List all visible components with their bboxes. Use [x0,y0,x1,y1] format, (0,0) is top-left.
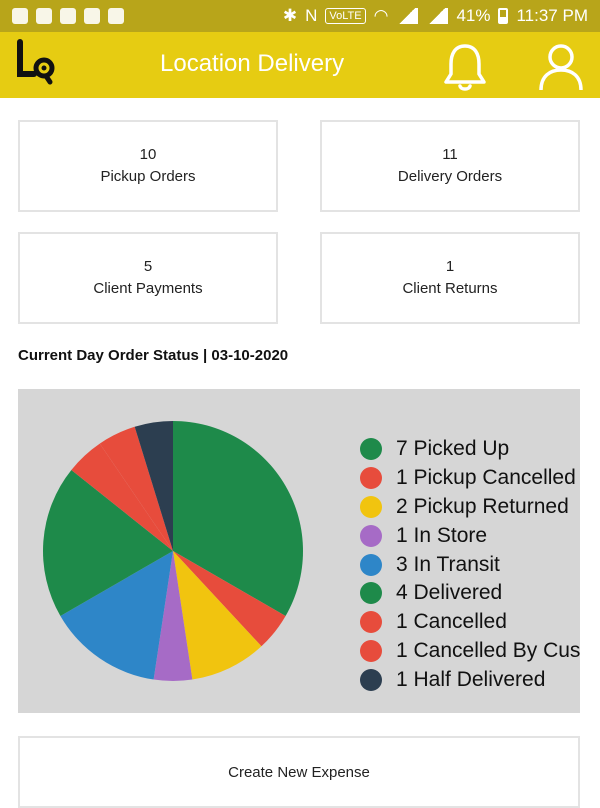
android-icon [108,8,124,24]
legend-swatch [360,495,382,518]
legend-swatch [360,639,382,662]
legend-label: 1 In Store [396,523,488,547]
legend-item: 4 Delivered [360,579,580,608]
page-title: Location Delivery [160,50,345,77]
client-payments-count: 5 [143,258,153,275]
system-status: ✱ N VoLTE ◠ 41% 11:37 PM [283,6,588,26]
app-notification-icon [36,8,52,24]
pie-slice-8 [99,426,173,551]
legend-label: 4 Delivered [396,581,503,605]
pie-slice-5 [60,551,173,680]
client-returns-card[interactable]: 1 Client Returns [320,232,580,324]
client-returns-count: 1 [445,258,455,275]
legend-swatch [360,467,382,490]
client-payments-label: Client Payments [93,280,203,297]
legend-swatch [360,582,382,605]
clock: 11:37 PM [516,6,588,25]
pickup-orders-card[interactable]: 10 Pickup Orders [18,120,278,212]
user-icon[interactable] [536,40,586,94]
battery-icon [498,8,509,24]
pie-slice-7 [71,443,173,551]
legend-item: 1 Half Delivered [360,665,580,694]
legend-label: 1 Half Delivered [396,667,546,691]
legend-label: 2 Pickup Returned [396,494,569,518]
legend-item: 2 Pickup Returned [360,493,580,522]
legend-item: 1 In Store [360,521,580,550]
legend-label: 1 Pickup Cancelled [396,466,576,490]
signal-icon [396,8,419,24]
legend-label: 1 Cancelled By Customer [396,638,580,662]
usb-icon [60,8,76,24]
pie-chart [43,421,303,681]
pickup-orders-label: Pickup Orders [100,168,196,185]
legend-item: 7 Picked Up [360,435,580,464]
status-bar: ✱ N VoLTE ◠ 41% 11:37 PM [0,0,600,32]
create-expense-button[interactable]: Create New Expense [18,736,580,808]
pie-slice-4 [153,551,193,681]
order-status-chart: 7 Picked Up 1 Pickup Cancelled 2 Pickup Re… [18,389,580,713]
order-status-title: Current Day Order Status | 03-10-2020 [18,347,289,364]
app-notification-icon [12,8,28,24]
app-notification-icon [84,8,100,24]
legend-swatch [360,438,382,461]
legend-label: 7 Picked Up [396,437,510,461]
app-bar: Location Delivery [0,32,600,98]
legend-label: 1 Cancelled [396,610,507,634]
wifi-icon: ◠ [373,6,389,25]
bell-icon[interactable] [440,40,490,94]
app-logo [0,32,60,98]
bluetooth-icon: ✱ [282,6,298,25]
pie-slice-2 [173,551,286,647]
legend-item: 1 Cancelled By Customer [360,637,580,666]
legend-swatch [360,611,382,634]
battery-percent: 41% [456,6,491,25]
delivery-orders-card[interactable]: 11 Delivery Orders [320,120,580,212]
legend-label: 3 In Transit [396,552,500,576]
legend-item: 1 Pickup Cancelled [360,464,580,493]
notification-icons [12,8,124,24]
chart-legend: 7 Picked Up 1 Pickup Cancelled 2 Pickup Re… [360,435,580,694]
legend-item: 1 Cancelled [360,608,580,637]
client-payments-card[interactable]: 5 Client Payments [18,232,278,324]
pickup-orders-count: 10 [139,146,157,163]
delivery-orders-label: Delivery Orders [397,168,503,185]
volte-indicator: VoLTE [325,8,366,24]
legend-swatch [360,668,382,691]
legend-swatch [360,553,382,576]
delivery-orders-count: 11 [442,146,458,163]
signal-icon [426,8,449,24]
pie-slice-6 [43,469,173,616]
client-returns-label: Client Returns [402,280,498,297]
pie-slice-9 [134,421,173,551]
legend-item: 3 In Transit [360,550,580,579]
pie-slice-1 [173,421,303,616]
legend-swatch [360,524,382,547]
nfc-icon: N [305,6,318,25]
pie-slice-3 [173,551,262,680]
